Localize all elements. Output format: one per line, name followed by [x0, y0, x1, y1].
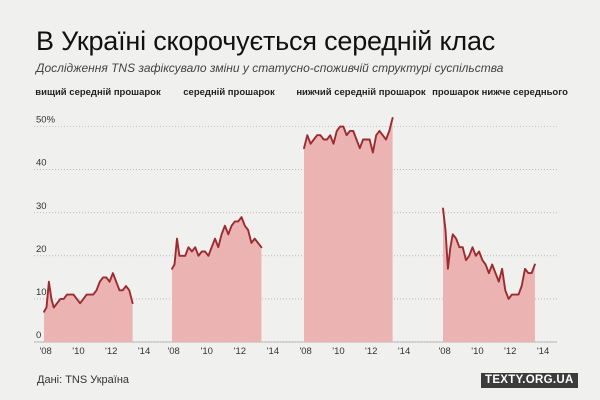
x-tick-label-4-2008: '08	[438, 346, 450, 357]
series-line-3	[303, 117, 394, 154]
y-tick-label-30: 30	[36, 201, 47, 212]
series-line-1	[43, 272, 134, 313]
x-tick-label-1-2010: '10	[72, 346, 84, 357]
panel-2	[171, 216, 263, 342]
x-tick-label-1-2014: '14	[138, 346, 150, 357]
x-tick-label-3-2014: '14	[398, 346, 410, 357]
series-area-1	[44, 273, 133, 342]
label-layer: 0 10 20 30 40 50% вищий середній прошарок '08 '1…	[35, 87, 568, 357]
x-tick-label-4-2010: '10	[471, 346, 483, 357]
series-line-4	[442, 207, 536, 300]
series-line-2	[171, 216, 263, 270]
x-tick-label-4-2012: '12	[504, 346, 516, 357]
panel-title-1: вищий середній прошарок	[35, 87, 161, 98]
chart-subtitle: Дослідження TNS зафіксувало зміни у стат…	[36, 61, 504, 75]
panel-title-2: середній прошарок	[183, 87, 275, 98]
y-tick-label-20: 20	[36, 244, 47, 255]
x-tick-label-2-2014: '14	[267, 346, 279, 357]
panel-1	[43, 272, 134, 342]
x-tick-label-2-2012: '12	[234, 346, 246, 357]
series-area-4	[443, 208, 535, 342]
series-area-3	[304, 118, 393, 342]
panel-4	[442, 207, 536, 342]
y-tick-label-0: 0	[36, 330, 41, 341]
y-tick-label-10: 10	[36, 287, 47, 298]
x-tick-label-4-2014: '14	[537, 346, 549, 357]
brand-logo[interactable]: TEXTY.ORG.UA	[481, 373, 578, 388]
panel-title-3: нижчий середній прошарок	[296, 87, 426, 98]
area-layer	[43, 117, 536, 342]
panel-title-4: прошарок нижче середнього	[432, 87, 568, 98]
x-tick-label-3-2012: '12	[365, 346, 377, 357]
y-tick-label-40: 40	[36, 158, 47, 169]
series-area-2	[172, 217, 262, 342]
panel-3	[303, 117, 394, 342]
y-tick-label-50: 50%	[36, 115, 56, 126]
x-tick-label-2-2010: '10	[201, 346, 213, 357]
x-tick-label-3-2010: '10	[332, 346, 344, 357]
x-tick-label-1-2008: '08	[39, 346, 51, 357]
source-note: Дані: TNS Україна	[37, 374, 130, 386]
x-tick-label-3-2008: '08	[299, 346, 311, 357]
x-tick-label-1-2012: '12	[105, 346, 117, 357]
chart-title: В Україні скорочується середній клас	[36, 26, 496, 56]
x-tick-label-2-2008: '08	[167, 346, 179, 357]
